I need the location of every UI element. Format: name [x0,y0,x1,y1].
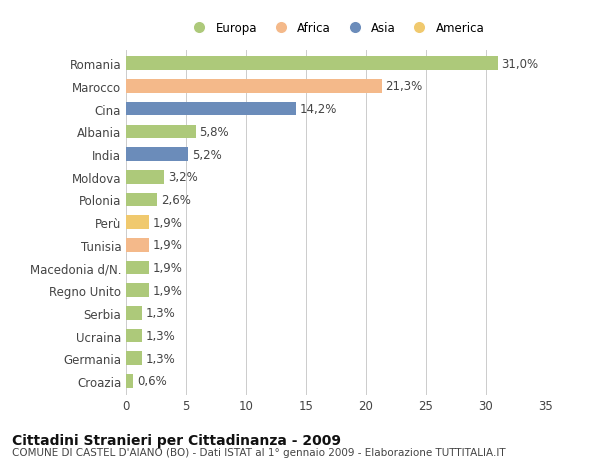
Text: 14,2%: 14,2% [300,103,337,116]
Text: 1,3%: 1,3% [145,352,175,365]
Text: 1,3%: 1,3% [145,307,175,319]
Bar [126,171,164,184]
Text: 3,2%: 3,2% [168,171,198,184]
Bar [126,375,133,388]
Text: Cittadini Stranieri per Cittadinanza - 2009: Cittadini Stranieri per Cittadinanza - 2… [12,434,341,448]
Text: 1,9%: 1,9% [152,239,182,252]
Text: 5,2%: 5,2% [192,148,222,161]
Text: COMUNE DI CASTEL D'AIANO (BO) - Dati ISTAT al 1° gennaio 2009 - Elaborazione TUT: COMUNE DI CASTEL D'AIANO (BO) - Dati IST… [12,447,506,457]
Text: 31,0%: 31,0% [502,57,539,71]
Bar [126,307,142,320]
Bar [126,284,149,297]
Bar [126,216,149,230]
Text: 0,6%: 0,6% [137,375,167,388]
Text: 1,9%: 1,9% [152,262,182,274]
Bar [126,239,149,252]
Bar [126,57,498,71]
Bar [126,329,142,343]
Text: 2,6%: 2,6% [161,194,191,207]
Text: 1,3%: 1,3% [145,330,175,342]
Bar [126,125,196,139]
Bar [126,261,149,274]
Bar [126,80,382,94]
Bar [126,148,188,162]
Bar [126,352,142,365]
Bar [126,193,157,207]
Bar [126,102,296,116]
Text: 1,9%: 1,9% [152,216,182,229]
Text: 1,9%: 1,9% [152,284,182,297]
Legend: Europa, Africa, Asia, America: Europa, Africa, Asia, America [187,22,485,35]
Text: 21,3%: 21,3% [385,80,422,93]
Text: 5,8%: 5,8% [199,126,229,139]
